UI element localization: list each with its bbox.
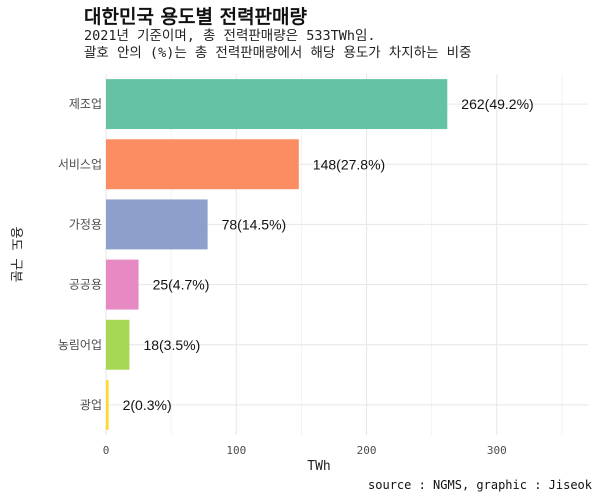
- y-axis-title: 용도 구분: [8, 227, 23, 283]
- bar-1: [106, 139, 299, 190]
- y-tick-label: 서비스업: [58, 157, 102, 171]
- x-tick-label: 200: [357, 444, 377, 457]
- y-tick-label: 광업: [80, 398, 102, 412]
- chart-title: 대한민국 용도별 전력판매량: [84, 6, 307, 28]
- data-label: 148(27.8%): [313, 156, 385, 172]
- data-label: 78(14.5%): [222, 216, 287, 232]
- x-tick-label: 100: [226, 444, 246, 457]
- x-tick-label: 300: [487, 444, 507, 457]
- data-label: 2(0.3%): [123, 397, 172, 413]
- data-label: 262(49.2%): [461, 96, 533, 112]
- bar-4: [106, 319, 130, 370]
- bar-0: [106, 79, 448, 130]
- x-axis-title: TWh: [307, 459, 330, 474]
- y-tick-label: 공공용: [69, 278, 102, 292]
- chart-subtitle: 2021년 기준이며, 총 전력판매량은 533TWh임. 괄호 안의 (%)는…: [84, 28, 472, 61]
- y-tick-label: 가정용: [69, 217, 102, 231]
- bar-2: [106, 199, 208, 250]
- y-tick-label: 제조업: [69, 97, 102, 111]
- data-label: 18(3.5%): [143, 337, 200, 353]
- chart-caption: source : NGMS, graphic : Jiseok: [368, 478, 592, 492]
- bar-3: [106, 259, 139, 310]
- data-label: 25(4.7%): [153, 277, 210, 293]
- bar-5: [106, 379, 109, 430]
- x-tick-label: 0: [103, 444, 110, 457]
- y-tick-label: 농림어업: [58, 338, 102, 352]
